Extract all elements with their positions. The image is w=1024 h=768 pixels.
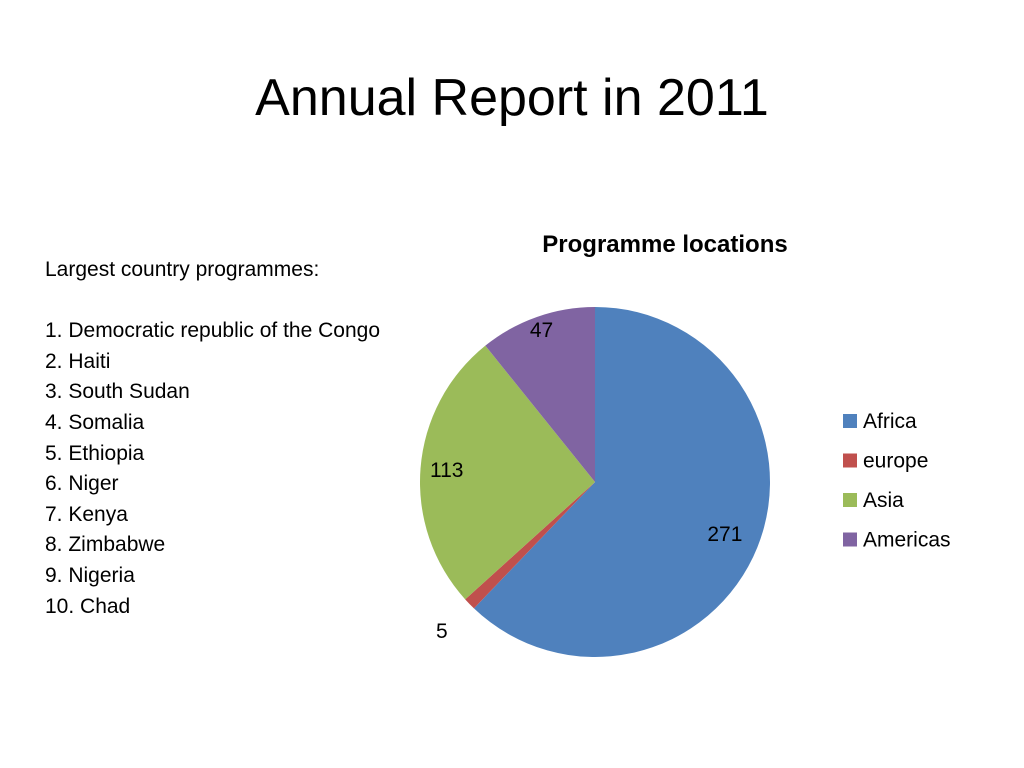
programme-item: 2. Haiti bbox=[45, 349, 111, 373]
data-label-europe: 5 bbox=[436, 620, 448, 643]
legend-label-americas: Americas bbox=[863, 529, 951, 552]
programmes-list: Largest country programmes: 1. Democrati… bbox=[45, 255, 445, 622]
legend-swatch-africa bbox=[843, 414, 857, 428]
data-label-asia: 113 bbox=[430, 459, 463, 482]
programme-item: 1. Democratic republic of the Congo bbox=[45, 319, 381, 343]
data-label-africa: 271 bbox=[707, 523, 742, 546]
programme-item: 7. Kenya bbox=[45, 502, 128, 526]
legend-label-africa: Africa bbox=[863, 410, 917, 433]
programme-item: 8. Zimbabwe bbox=[45, 533, 166, 557]
programme-item: 6. Niger bbox=[45, 472, 119, 496]
slide-title: Annual Report in 2011 bbox=[255, 69, 769, 127]
pie-slice-africa bbox=[473, 307, 770, 658]
legend-swatch-asia bbox=[843, 493, 857, 507]
programmes-items: 1. Democratic republic of the Congo 2. H… bbox=[45, 316, 445, 622]
programme-item: 9. Nigeria bbox=[45, 563, 135, 587]
programmes-heading: Largest country programmes: bbox=[45, 258, 320, 281]
data-label-americas: 47 bbox=[530, 319, 553, 342]
pie-slice-americas bbox=[485, 307, 595, 482]
pie-slice-asia bbox=[419, 345, 595, 600]
pie-data-labels: 271 5 113 47 bbox=[430, 319, 742, 643]
legend-label-asia: Asia bbox=[863, 489, 904, 512]
legend-swatch-europe bbox=[843, 453, 857, 468]
chart-legend: Africa europe Asia Americas bbox=[843, 410, 951, 552]
programme-item: 10. Chad bbox=[45, 594, 131, 618]
programme-item: 4. Somalia bbox=[45, 410, 145, 434]
pie-slice-europe bbox=[465, 482, 595, 609]
programme-item: 3. South Sudan bbox=[45, 380, 190, 404]
pie-slices bbox=[419, 307, 770, 658]
legend-label-europe: europe bbox=[863, 450, 928, 473]
legend-swatch-americas bbox=[843, 532, 857, 547]
chart-title: Programme locations bbox=[542, 231, 787, 258]
programme-item: 5. Ethiopia bbox=[45, 441, 145, 465]
